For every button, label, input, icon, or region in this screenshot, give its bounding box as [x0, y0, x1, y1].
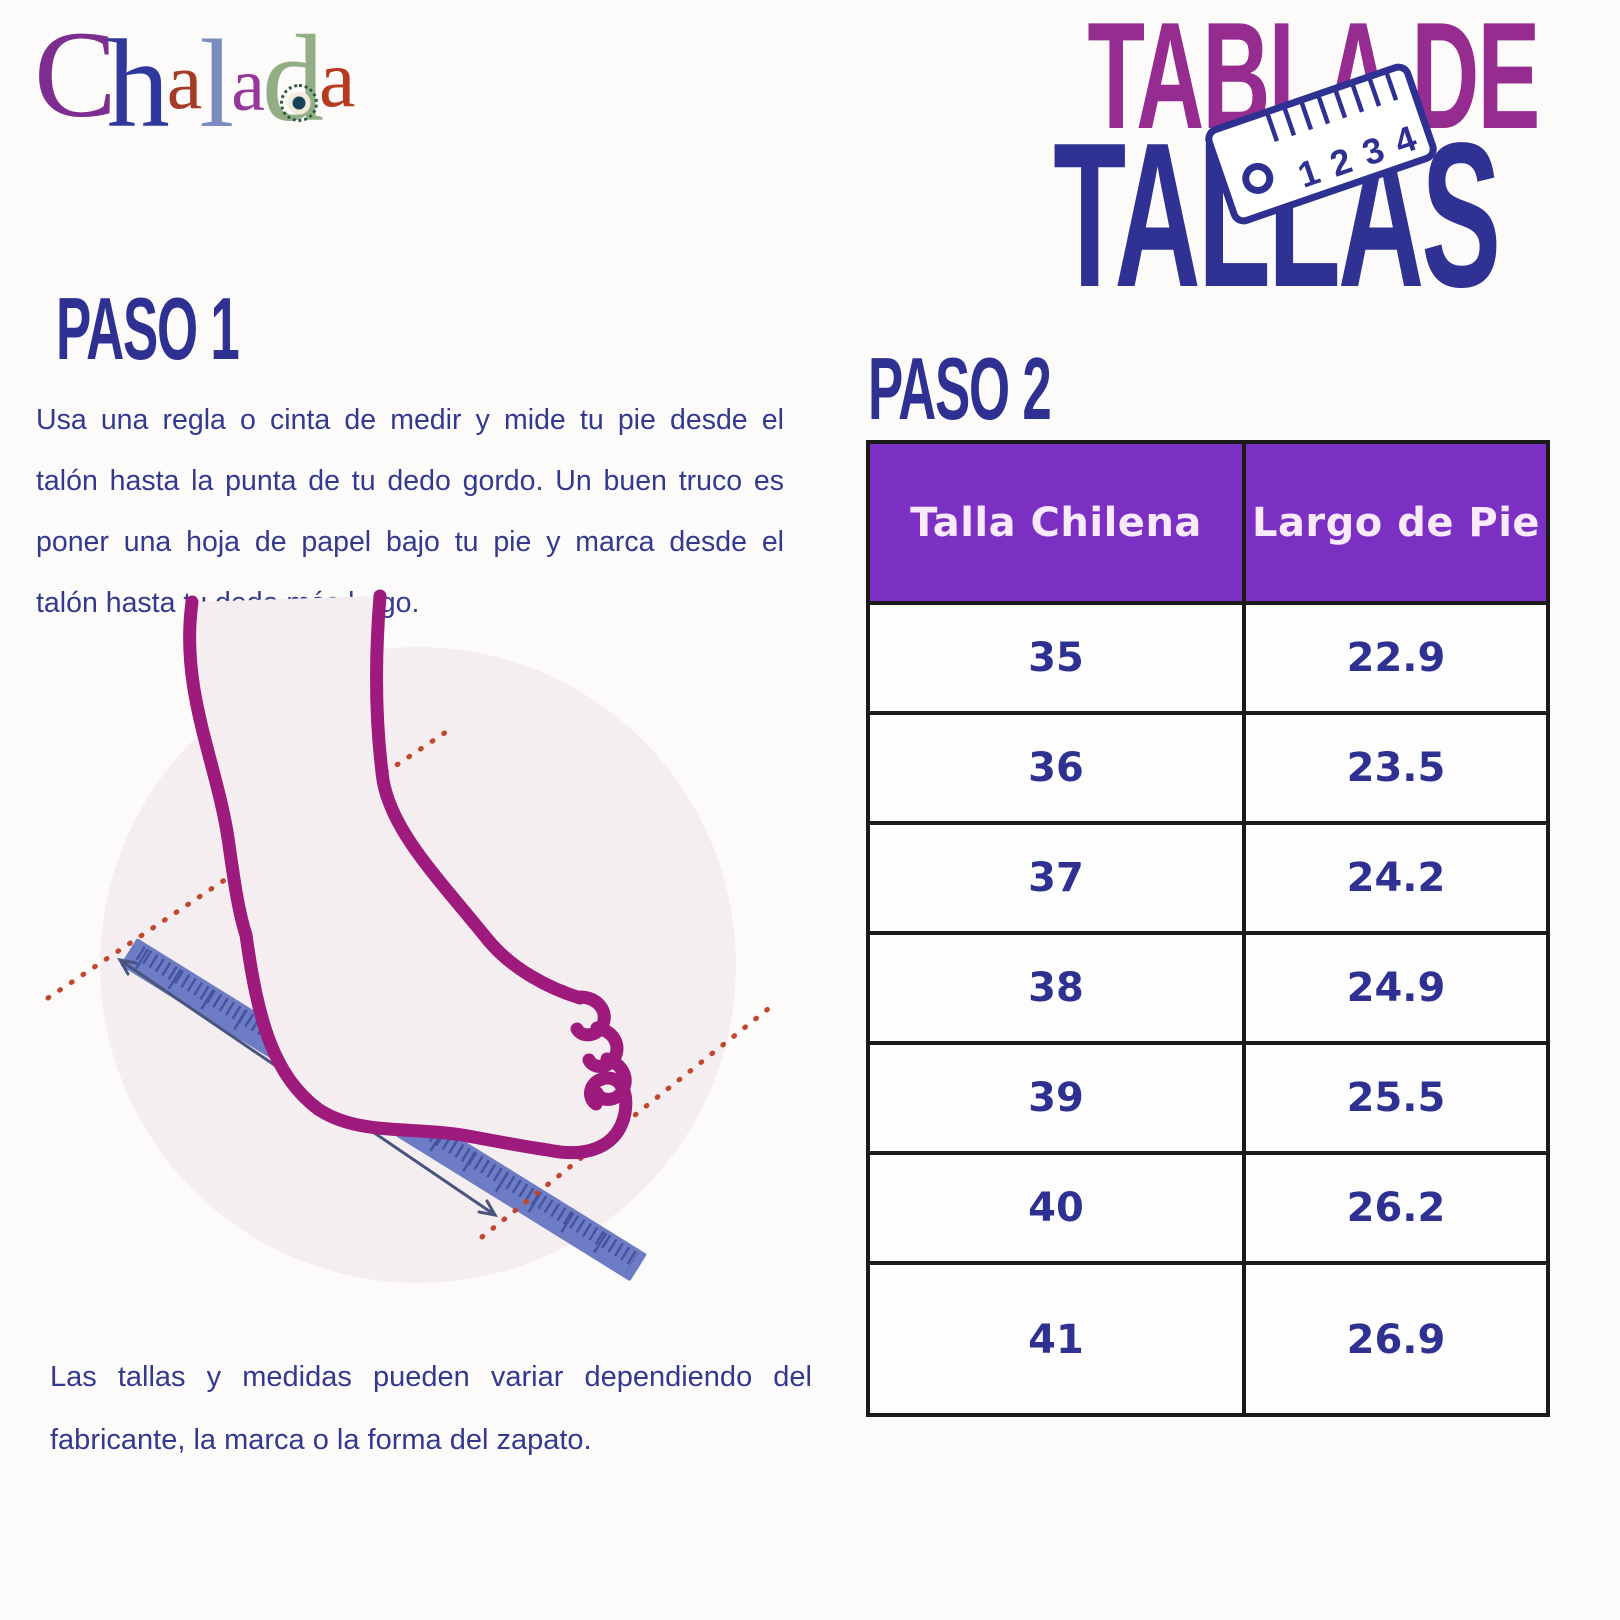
- header-cell-largo-de-pie: Largo de Pie: [1246, 444, 1546, 601]
- brand-logo: Chalada: [34, 6, 356, 148]
- paragraph-line: talón hasta la punta de tu dedo gordo. U…: [36, 465, 784, 497]
- ruler-zero-mark: [1242, 162, 1274, 194]
- logo-letter: l: [199, 15, 235, 154]
- size-cell: 38: [870, 935, 1242, 1041]
- size-cell: 40: [870, 1155, 1242, 1261]
- length-cell: 22.9: [1246, 605, 1546, 711]
- foot-measurement-illustration: [45, 589, 771, 1283]
- paragraph-line: poner una hoja de papel bajo tu pie y ma…: [36, 526, 784, 558]
- ruler-icon: 1 2 3 4: [1205, 63, 1437, 225]
- size-cell: 39: [870, 1045, 1242, 1151]
- step2-heading: PASO 2: [868, 339, 1052, 438]
- length-cell: 24.2: [1246, 825, 1546, 931]
- length-cell: 24.9: [1246, 935, 1546, 1041]
- length-cell: 26.9: [1246, 1265, 1546, 1413]
- size-cell: 37: [870, 825, 1242, 931]
- step1-paragraph: Usa una regla o cinta de medir y mide tu…: [36, 390, 784, 634]
- paragraph-line: Usa una regla o cinta de medir y mide tu…: [36, 404, 784, 436]
- logo-letter: d: [261, 10, 324, 147]
- size-cell: 35: [870, 605, 1242, 711]
- logo-eye-icon: [280, 84, 318, 122]
- logo-letter: a: [231, 43, 265, 127]
- note-line: Las tallas y medidas pueden variar depen…: [50, 1361, 812, 1393]
- logo-letter: a: [318, 33, 356, 124]
- step1-heading: PASO 1: [56, 279, 240, 378]
- disclaimer-note: Las tallas y medidas pueden variar depen…: [50, 1346, 812, 1472]
- logo-letter: a: [166, 38, 203, 126]
- size-cell: 36: [870, 715, 1242, 821]
- note-line: fabricante, la marca o la forma del zapa…: [50, 1424, 592, 1456]
- size-cell: 41: [870, 1265, 1242, 1413]
- logo-letter: C: [34, 6, 117, 143]
- length-cell: 26.2: [1246, 1155, 1546, 1261]
- foot-fill: [189, 596, 626, 1153]
- header-cell-talla-chilena: Talla Chilena: [870, 444, 1242, 601]
- size-table: Talla Chilena Largo de Pie 35 22.9 36 23…: [866, 440, 1550, 1417]
- length-cell: 23.5: [1246, 715, 1546, 821]
- foot-outline: [183, 589, 633, 1160]
- length-cell: 25.5: [1246, 1045, 1546, 1151]
- logo-letter: h: [106, 15, 170, 154]
